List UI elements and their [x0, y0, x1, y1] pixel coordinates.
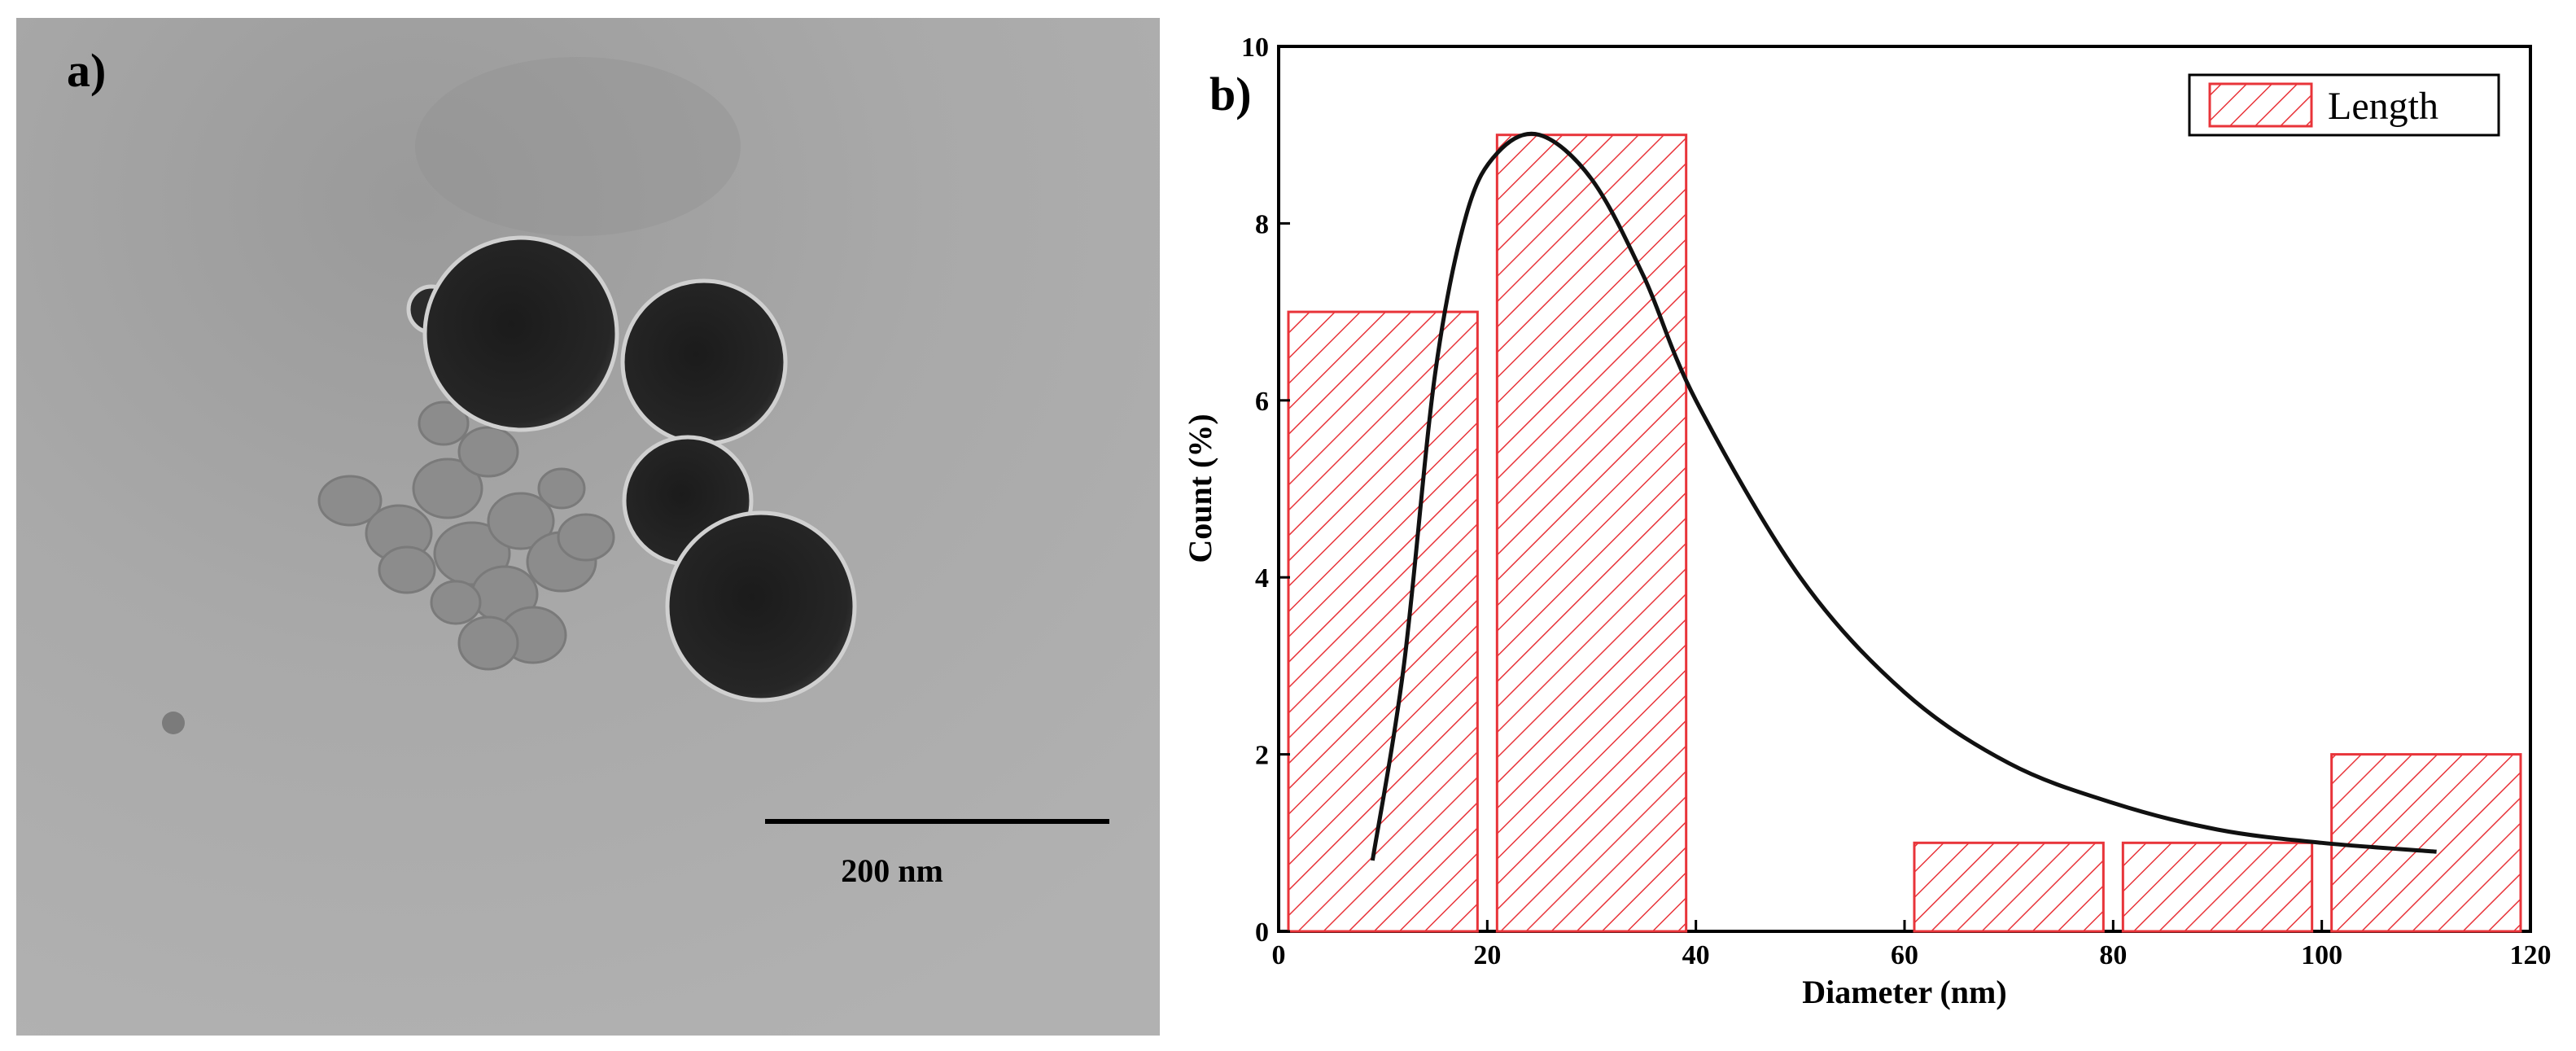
y-tick-label: 4 [1255, 563, 1269, 593]
scale-bar-label: 200 nm [841, 852, 943, 889]
x-tick-label: 0 [1272, 940, 1286, 970]
sphere-5 [665, 510, 857, 703]
x-tick-label: 20 [1473, 940, 1501, 970]
x-axis-title: Diameter (nm) [1802, 974, 2006, 1010]
tem-haze [415, 57, 741, 236]
x-tick-label: 80 [2099, 940, 2127, 970]
sphere-3 [620, 278, 788, 446]
x-tick-label: 40 [1682, 940, 1710, 970]
histogram-bar-1 [1287, 310, 1479, 933]
sphere-2 [422, 235, 619, 432]
y-tick-label: 6 [1255, 387, 1269, 417]
panel-label-a: a) [67, 44, 106, 97]
histogram-bar-6 [2330, 753, 2522, 933]
legend-swatch [2208, 82, 2313, 128]
x-tick-label: 100 [2301, 940, 2342, 970]
x-tick-label: 60 [1891, 940, 1918, 970]
histogram-bar-5 [2121, 841, 2314, 933]
debris-dot [162, 712, 185, 734]
histogram-panel: 0 20 40 60 80 100 120 0 2 4 6 8 10 Length b) Diamet… [1182, 33, 2552, 1010]
y-axis-title: Count (%) [1182, 414, 1218, 563]
tem-panel: 200 nm a) [16, 18, 1160, 1036]
histogram-bar-2 [1495, 134, 1688, 933]
panel-label-b: b) [1209, 68, 1252, 120]
histogram-bars [1287, 134, 2522, 933]
y-tick-label: 8 [1255, 209, 1269, 239]
histogram-bar-4 [1913, 841, 2105, 933]
nanospheres [406, 235, 857, 703]
y-tick-label: 2 [1255, 741, 1269, 771]
plot-area-frame [1277, 45, 2532, 933]
y-tick-label: 0 [1255, 917, 1269, 948]
y-axis-ticks: 0 2 4 6 8 10 [1241, 33, 1290, 948]
x-tick-label: 120 [2510, 940, 2552, 970]
legend: Length [2188, 73, 2500, 137]
legend-label: Length [2328, 85, 2438, 128]
particle-cluster [317, 401, 615, 671]
x-axis-ticks: 0 20 40 60 80 100 120 [1272, 920, 2552, 970]
y-tick-label: 10 [1241, 33, 1269, 63]
fit-curve [1370, 131, 2437, 861]
